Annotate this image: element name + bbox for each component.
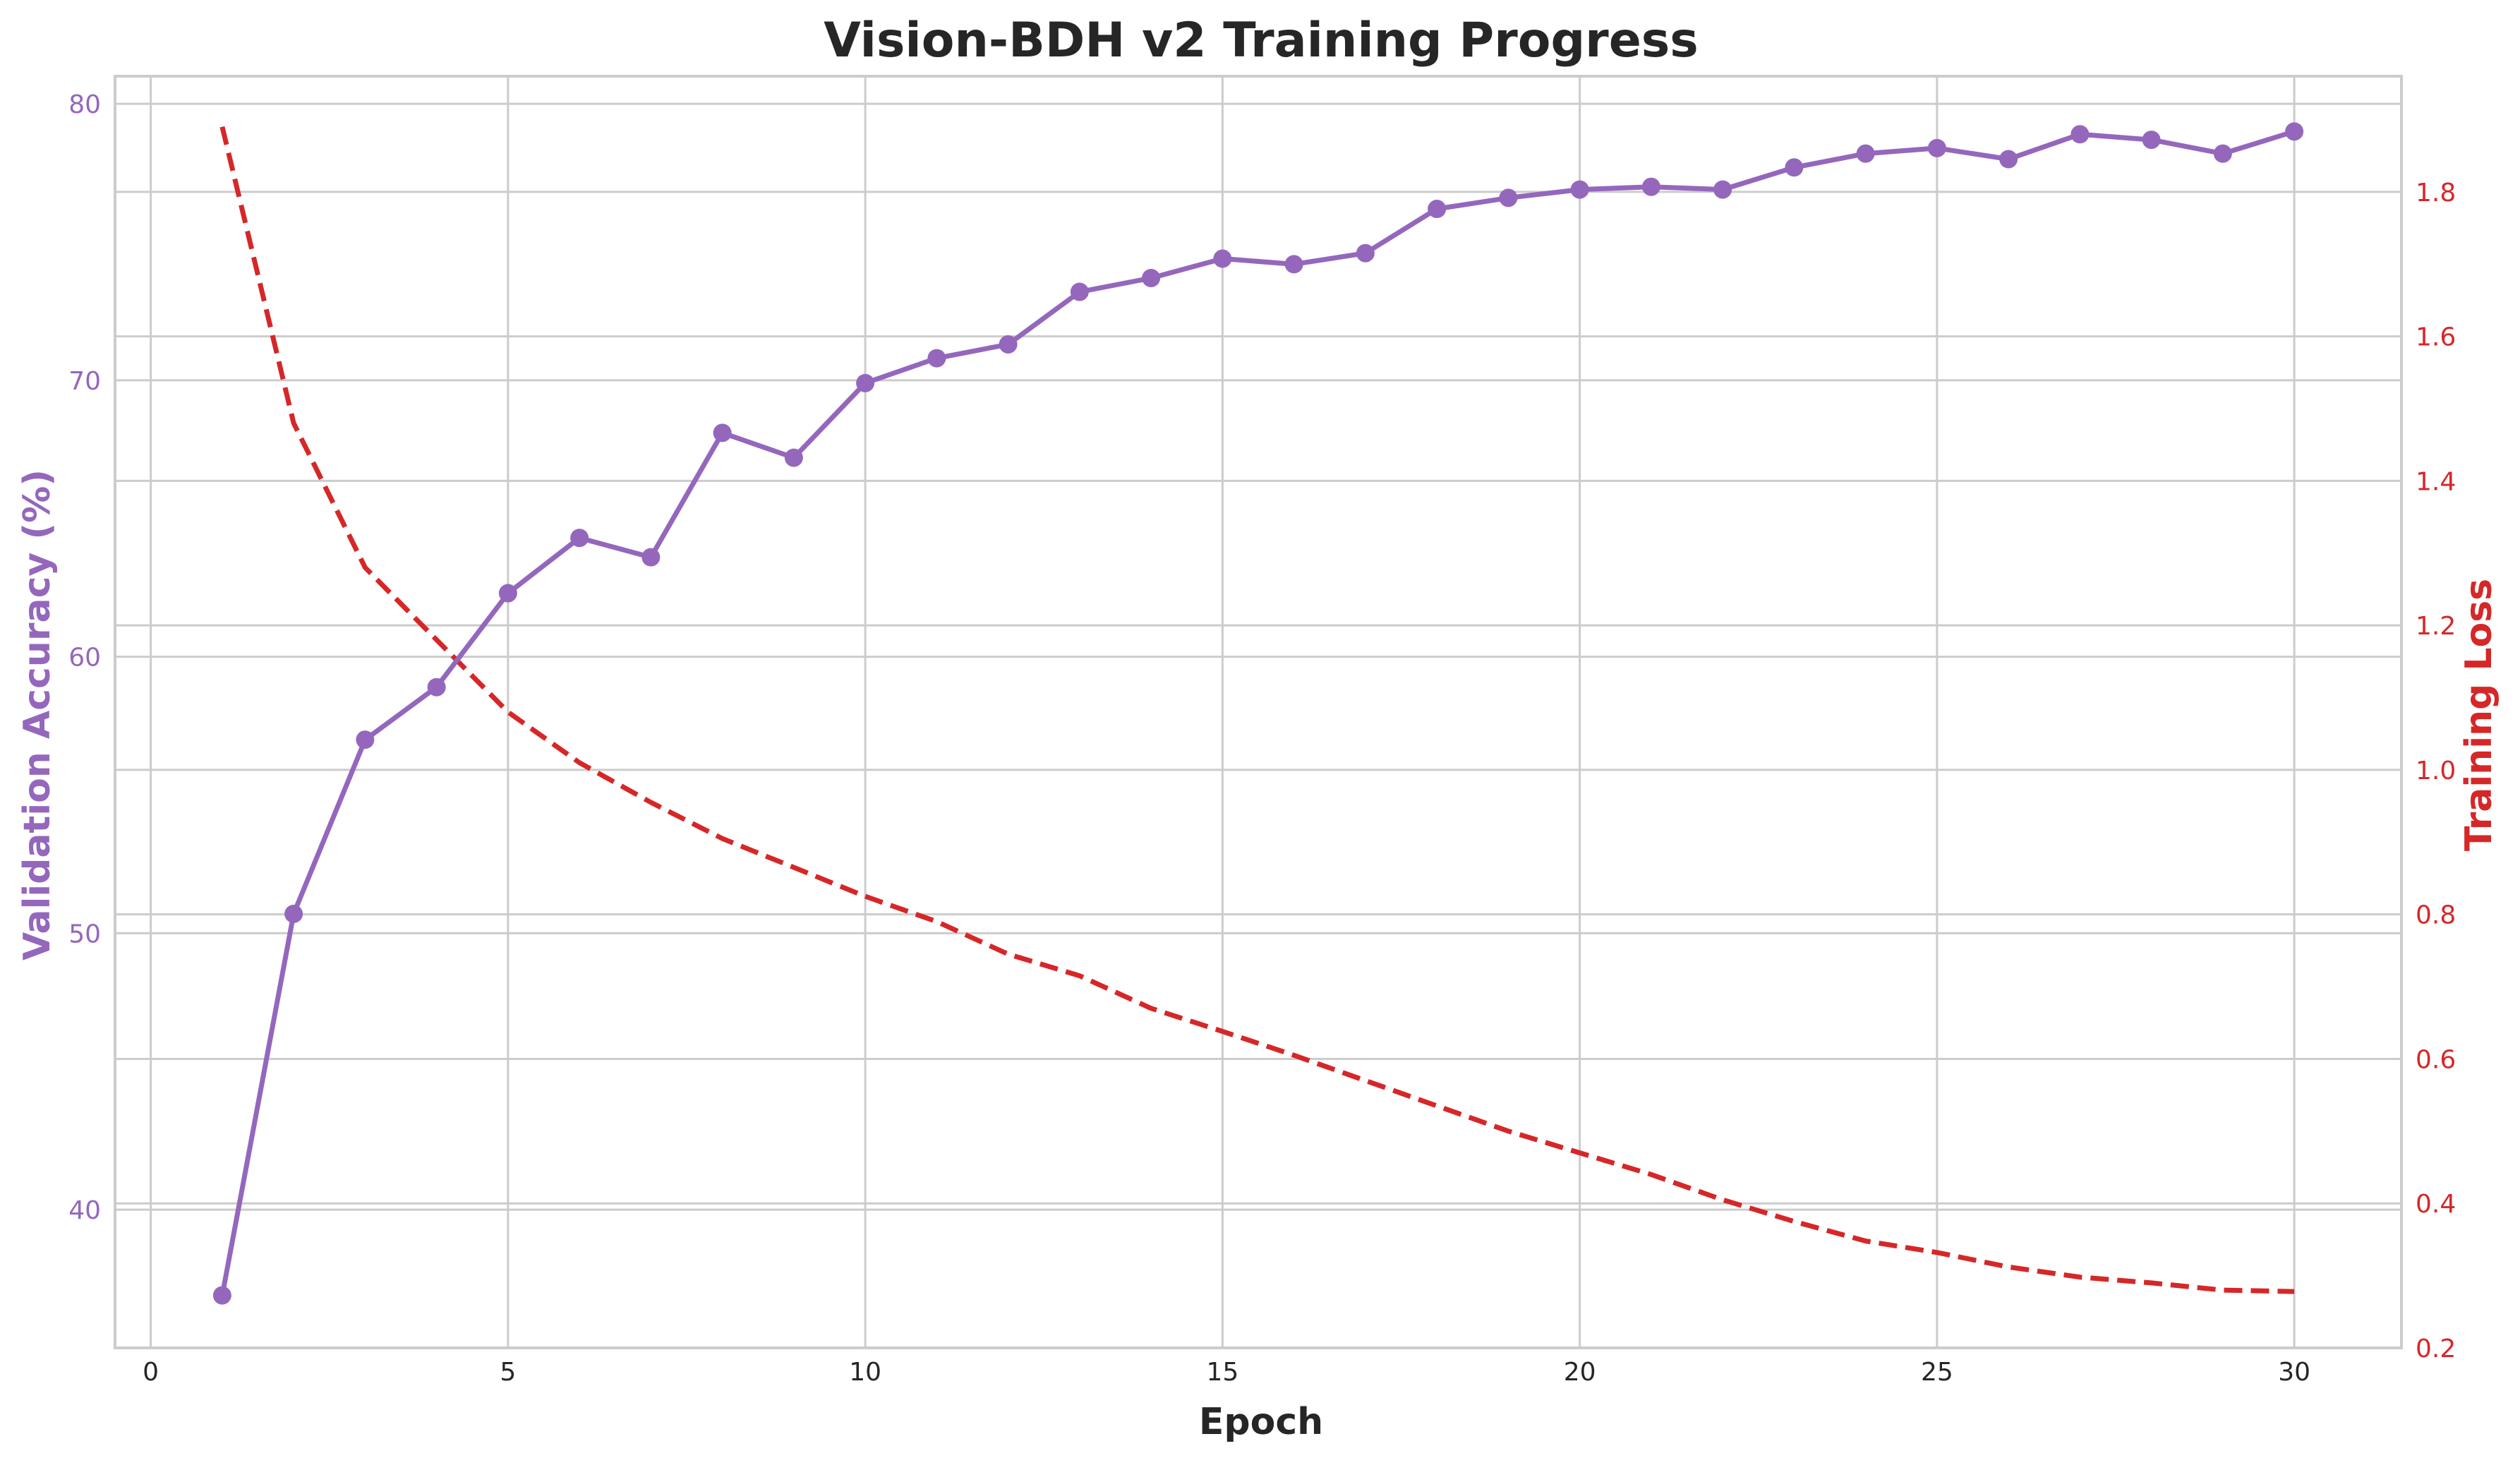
validation-accuracy-point: [856, 373, 875, 392]
validation-accuracy-point: [2142, 131, 2161, 150]
x-tick-label: 20: [1564, 1358, 1596, 1387]
y-tick-label-left: 50: [68, 920, 101, 948]
validation-accuracy-point: [713, 423, 732, 442]
y-axis-label-left: Validation Accuracy (%): [16, 469, 59, 960]
validation-accuracy-point: [1284, 255, 1303, 274]
y-tick-label-right: 0.2: [2416, 1335, 2456, 1363]
x-tick-label: 25: [1921, 1358, 1953, 1387]
training-loss-line: [219, 126, 2295, 1294]
y-tick-label-right: 1.4: [2416, 467, 2456, 496]
x-tick-label: 0: [143, 1358, 159, 1387]
validation-accuracy-point: [1641, 177, 1660, 196]
validation-accuracy-point: [2285, 122, 2304, 141]
validation-accuracy-point: [1428, 200, 1447, 219]
validation-accuracy-point: [284, 904, 303, 923]
y-tick-label-left: 80: [68, 90, 101, 119]
y-tick-label-right: 1.6: [2416, 323, 2456, 352]
validation-accuracy-point: [498, 584, 517, 603]
validation-accuracy-line: [219, 128, 2296, 1296]
validation-accuracy-point: [1570, 180, 1589, 199]
grid: [115, 76, 2401, 1349]
y-tick-label-right: 0.6: [2416, 1045, 2456, 1074]
validation-accuracy-point: [1499, 188, 1518, 207]
chart-title: Vision-BDH v2 Training Progress: [824, 13, 1699, 68]
x-tick-label: 15: [1206, 1358, 1238, 1387]
y-tick-label-right: 1.8: [2416, 179, 2456, 207]
y-axis-label-right: Training Loss: [2458, 579, 2500, 851]
validation-accuracy-point: [784, 448, 803, 467]
y-tick-label-right: 1.0: [2416, 757, 2456, 785]
series-layer: [212, 122, 2304, 1305]
validation-accuracy-point: [927, 349, 946, 368]
validation-accuracy-point: [1356, 243, 1375, 263]
validation-accuracy-point: [641, 548, 661, 567]
validation-accuracy-point: [1213, 249, 1232, 268]
validation-accuracy-point: [1785, 158, 1804, 177]
y-tick-label-right: 0.8: [2416, 901, 2456, 930]
validation-accuracy-point: [570, 529, 589, 548]
validation-accuracy-point: [1142, 268, 1161, 287]
x-tick-label: 30: [2278, 1358, 2310, 1387]
validation-accuracy-point: [356, 730, 375, 749]
y-tick-label-left: 40: [68, 1196, 101, 1225]
validation-accuracy-point: [427, 677, 446, 697]
validation-accuracy-point: [1856, 144, 1875, 163]
y-tick-label-left: 70: [68, 367, 101, 396]
validation-accuracy-point: [2213, 144, 2232, 163]
validation-accuracy-point: [999, 335, 1018, 354]
validation-accuracy-point: [1999, 150, 2018, 169]
validation-accuracy-point: [2070, 125, 2090, 144]
ticks: 0 5 10 15 20 25 30 40 50 60 70 80 0.2 0.4 0.6 0.8 1.0 1.2…: [68, 90, 2456, 1387]
validation-accuracy-point: [1927, 138, 1946, 157]
validation-accuracy-point: [1070, 282, 1089, 301]
x-tick-label: 10: [849, 1358, 881, 1387]
plot-frame: [114, 75, 2403, 1349]
y-tick-label-right: 1.2: [2416, 612, 2456, 641]
x-axis-label: Epoch: [1199, 1401, 1323, 1443]
y-tick-label-left: 60: [68, 644, 101, 673]
y-tick-label-right: 0.4: [2416, 1190, 2456, 1219]
validation-accuracy-point: [212, 1286, 231, 1305]
validation-accuracy-point: [1713, 180, 1732, 199]
x-tick-label: 5: [500, 1358, 516, 1387]
